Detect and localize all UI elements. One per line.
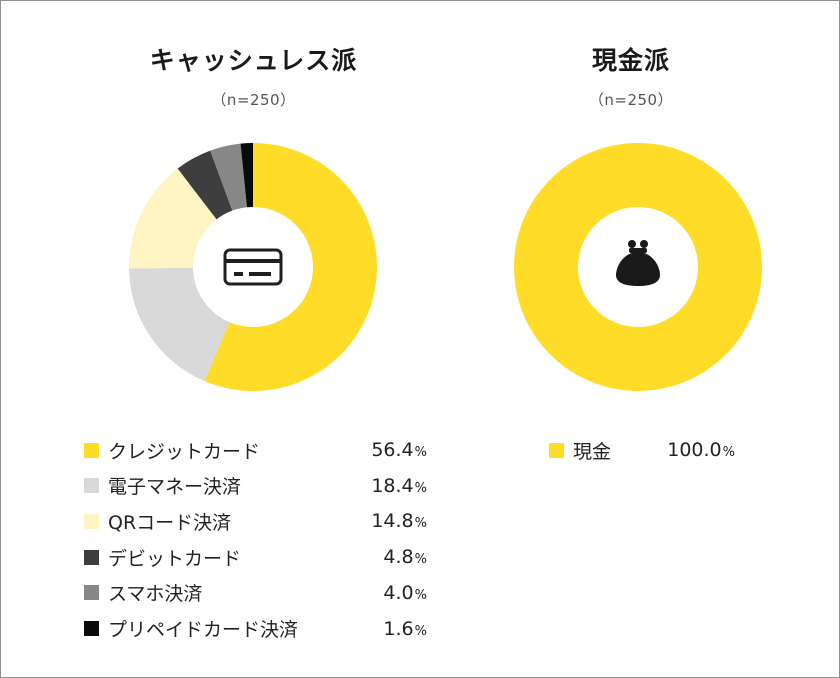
legend-value: 4.0%	[383, 581, 427, 604]
chart-title: キャッシュレス派	[149, 46, 358, 75]
legend-item: 現金 100.0%	[549, 437, 735, 463]
legend-cashless: クレジットカード 56.4% 電子マネー決済 18.4% QRコード決済 14.8% デビッ…	[84, 437, 427, 647]
legend-label: QRコード決済	[108, 511, 232, 534]
donut-chart-cashless	[129, 143, 377, 391]
donut-slice-3	[129, 168, 217, 269]
donut-slice-5	[210, 143, 247, 211]
legend-label: デビットカード	[108, 547, 242, 570]
donut-slice-4	[177, 150, 233, 220]
legend-swatch	[549, 442, 564, 458]
legend-item: デビットカード 4.8%	[84, 544, 427, 570]
legend-item: スマホ決済 4.0%	[84, 580, 427, 606]
legend-label: クレジットカード	[108, 440, 261, 463]
credit-card-icon	[223, 248, 283, 286]
legend-value: 56.4%	[371, 439, 427, 461]
chart-title: 現金派	[591, 46, 670, 75]
legend-swatch	[84, 513, 99, 529]
legend-value: 14.8%	[371, 510, 427, 533]
donut-chart-cash	[514, 143, 762, 391]
legend-item: プリペイドカード決済 1.6%	[84, 616, 427, 642]
legend-swatch	[84, 478, 99, 494]
chart-subtitle: （n=250）	[588, 91, 674, 109]
legend-label: 電子マネー決済	[108, 476, 242, 499]
donut-slice-1	[514, 143, 762, 391]
legend-swatch	[84, 621, 99, 636]
donut-slice-2	[129, 267, 230, 382]
legend-value: 4.8%	[383, 546, 427, 569]
chart-subtitle: （n=250）	[211, 91, 296, 109]
legend-value: 1.6%	[383, 617, 427, 640]
legend-cash: 現金 100.0%	[549, 437, 735, 477]
legend-item: QRコード決済 14.8%	[84, 508, 427, 534]
legend-label: プリペイドカード決済	[108, 619, 299, 641]
legend-value: 18.4%	[371, 474, 427, 497]
legend-value: 100.0%	[667, 439, 735, 461]
legend-label: 現金	[573, 440, 612, 463]
legend-item: クレジットカード 56.4%	[84, 437, 427, 463]
legend-label: スマホ決済	[108, 583, 203, 606]
donut-slice-6	[240, 143, 253, 208]
legend-swatch	[84, 549, 99, 565]
donut-slice-1	[204, 143, 377, 391]
legend-swatch	[84, 442, 99, 458]
coin-purse-icon	[616, 240, 660, 286]
legend-item: 電子マネー決済 18.4%	[84, 473, 427, 499]
legend-swatch	[84, 585, 99, 601]
